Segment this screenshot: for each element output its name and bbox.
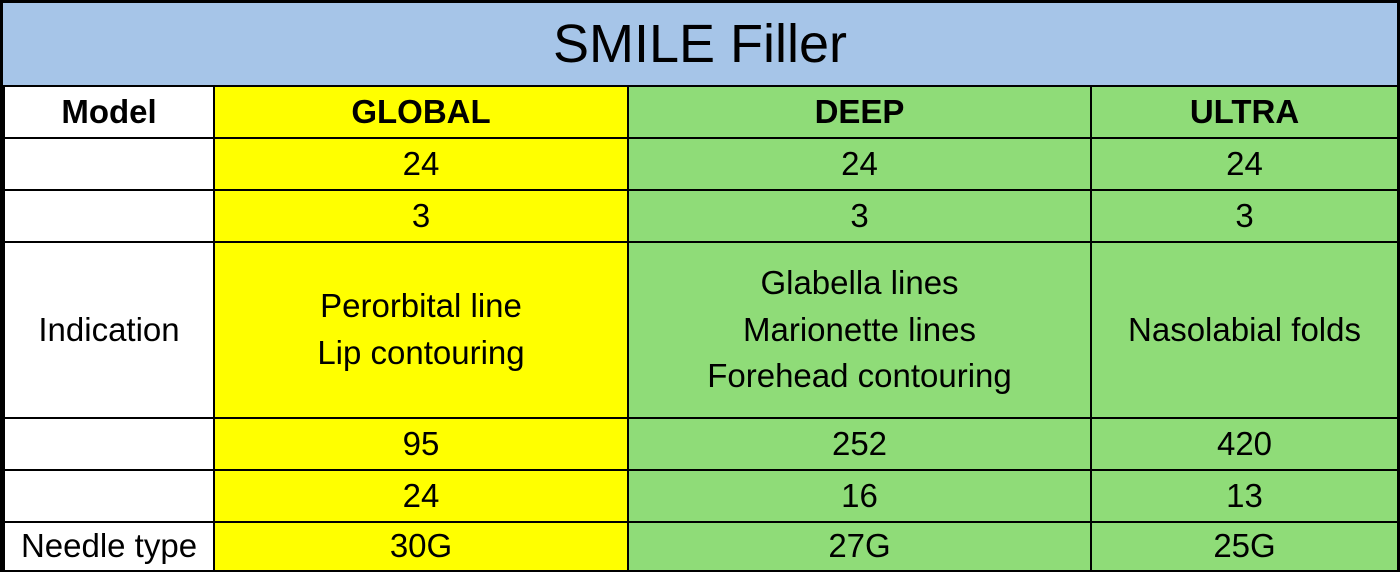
indication-line: Forehead contouring: [707, 357, 1012, 395]
cell-deep: 27G: [627, 521, 1092, 572]
table-row: 24 24 24: [3, 137, 1399, 191]
header-label: Model: [3, 85, 215, 139]
row-label: [3, 469, 215, 523]
cell-deep: 3: [627, 189, 1092, 243]
table-title: SMILE Filler: [3, 3, 1397, 85]
header-row: Model GLOBAL DEEP ULTRA: [3, 85, 1399, 139]
cell-ultra: 25G: [1090, 521, 1399, 572]
cell-global: 24: [213, 137, 629, 191]
cell-deep: 16: [627, 469, 1092, 523]
indication-line: Nasolabial folds: [1128, 310, 1361, 348]
cell-ultra: 13: [1090, 469, 1399, 523]
model-global: GLOBAL: [213, 85, 629, 139]
cell-ultra: 420: [1090, 417, 1399, 471]
indication-line: Marionette lines: [743, 310, 976, 348]
indication-line: Lip contouring: [317, 334, 525, 371]
indication-deep: Glabella lines Marionette lines Forehead…: [627, 241, 1092, 419]
cell-global: 95: [213, 417, 629, 471]
indication-line: Perorbital line: [320, 287, 522, 325]
table-row: 3 3 3: [3, 189, 1399, 243]
table-row: 24 16 13: [3, 469, 1399, 523]
cell-global: 30G: [213, 521, 629, 572]
cell-global: 24: [213, 469, 629, 523]
indication-ultra: Nasolabial folds: [1090, 241, 1399, 419]
cell-deep: 24: [627, 137, 1092, 191]
indication-global: Perorbital line Lip contouring: [213, 241, 629, 419]
cell-global: 3: [213, 189, 629, 243]
indication-row: Indication Perorbital line Lip contourin…: [3, 241, 1399, 419]
model-deep: DEEP: [627, 85, 1092, 139]
row-label-needle-type: Needle type: [3, 521, 215, 572]
row-label: [3, 189, 215, 243]
row-label: [3, 137, 215, 191]
cell-ultra: 24: [1090, 137, 1399, 191]
cell-deep: 252: [627, 417, 1092, 471]
indication-line: Glabella lines: [760, 263, 959, 301]
row-label: [3, 417, 215, 471]
cell-ultra: 3: [1090, 189, 1399, 243]
needle-type-row: Needle type 30G 27G 25G: [3, 521, 1399, 572]
row-label-indication: Indication: [3, 241, 215, 419]
spec-table: Model GLOBAL DEEP ULTRA 24 24 24 3 3 3 I…: [3, 85, 1399, 572]
model-ultra: ULTRA: [1090, 85, 1399, 139]
table-row: 95 252 420: [3, 417, 1399, 471]
